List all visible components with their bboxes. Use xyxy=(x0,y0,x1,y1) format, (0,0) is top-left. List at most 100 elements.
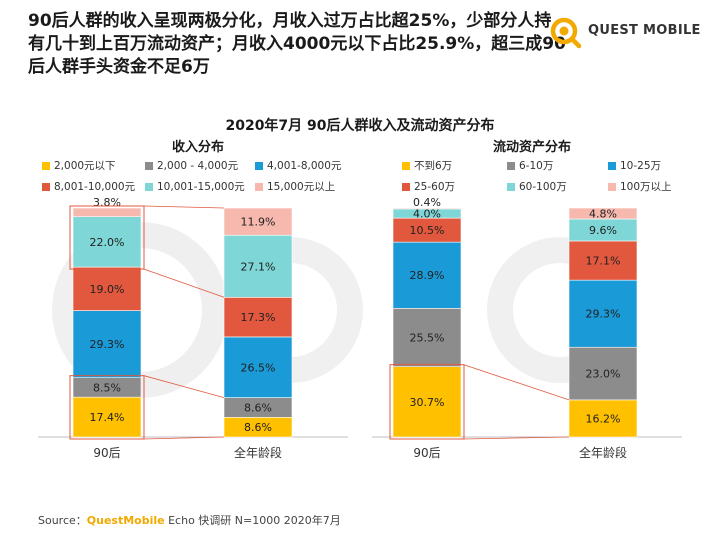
chart-title: 2020年7月 90后人群收入及流动资产分布 xyxy=(225,118,495,134)
data-label: 28.9% xyxy=(410,269,445,282)
source-prefix: Source： xyxy=(38,514,87,527)
bar-segment xyxy=(72,216,142,268)
bar-segment xyxy=(392,308,462,367)
legend-label: 4,001-8,000元 xyxy=(267,160,342,172)
data-label: 9.6% xyxy=(589,224,617,237)
data-label: 0.4% xyxy=(413,196,441,209)
legend-swatch xyxy=(255,161,263,170)
legend-item: 4,001-8,000元 xyxy=(255,158,341,173)
highlight-connector xyxy=(143,375,225,398)
legend-swatch xyxy=(402,161,410,170)
legend-item: 2,000元以下 xyxy=(42,158,116,173)
legend-swatch xyxy=(507,182,515,191)
category-label: 全年龄段 xyxy=(579,445,627,460)
data-label: 17.3% xyxy=(241,311,276,324)
category-label: 全年龄段 xyxy=(234,445,282,460)
bar-segment xyxy=(392,241,462,309)
legend-swatch xyxy=(42,182,50,191)
legend-swatch xyxy=(42,161,50,170)
legend-label: 10,001-15,000元 xyxy=(157,181,245,193)
data-label: 27.1% xyxy=(241,260,276,273)
legend-item: 10-25万 xyxy=(608,158,661,173)
bar-segment xyxy=(72,310,142,378)
bar-segment xyxy=(72,266,142,311)
assets-chart-title: 流动资产分布 xyxy=(492,140,571,155)
legend-swatch xyxy=(145,161,153,170)
legend-swatch xyxy=(507,161,515,170)
data-label: 8.5% xyxy=(93,381,121,394)
bar-segment xyxy=(568,279,638,348)
legend-label: 2,000 - 4,000元 xyxy=(157,160,239,172)
legend-label: 10-25万 xyxy=(620,160,662,172)
legend-label: 15,000元以上 xyxy=(267,181,336,193)
legend-item: 15,000元以上 xyxy=(255,179,335,194)
data-label: 30.7% xyxy=(410,396,445,409)
questmobile-logo: QUEST MOBILE xyxy=(548,14,708,50)
legend-label: 6-10万 xyxy=(519,160,554,172)
legend-label: 25-60万 xyxy=(414,181,456,193)
legend-item: 8,001-10,000元 xyxy=(42,179,135,194)
data-label: 3.8% xyxy=(93,196,121,209)
legend-item: 不到6万 xyxy=(402,158,452,173)
bar-segment xyxy=(223,207,293,236)
data-label: 10.5% xyxy=(410,224,445,237)
source-note: Source：QuestMobile Echo 快调研 N=1000 2020年… xyxy=(38,512,341,528)
data-label: 4.8% xyxy=(589,207,617,220)
source-brand: QuestMobile xyxy=(86,514,165,527)
data-label: 26.5% xyxy=(241,361,276,374)
source-text: Echo 快调研 N=1000 2020年7月 xyxy=(164,514,341,527)
data-label: 11.9% xyxy=(241,216,276,229)
highlight-connector xyxy=(463,436,570,440)
highlight-box xyxy=(389,364,465,440)
legend-swatch xyxy=(608,182,616,191)
bar-segment xyxy=(568,346,638,401)
assets-chart: 流动资产分布 不到6万 6-10万 10-25万 25-60万 60-100万 100万以… xyxy=(372,128,692,468)
bar-segment xyxy=(568,240,638,281)
bar-segment xyxy=(392,207,462,210)
legend-label: 8,001-10,000元 xyxy=(54,181,136,193)
data-label: 8.6% xyxy=(244,401,272,414)
category-label: 90后 xyxy=(93,446,120,460)
legend-label: 60-100万 xyxy=(519,181,567,193)
data-label: 19.0% xyxy=(90,283,125,296)
legend-item: 100万以上 xyxy=(608,179,672,194)
data-label: 4.0% xyxy=(413,207,441,220)
data-label: 17.1% xyxy=(586,255,621,268)
assets-plot: 30.7% 25.5% 28.9% 10.5% 4.0%0.4% 90后 16.2% 23.0… xyxy=(372,196,682,460)
legend-swatch xyxy=(145,182,153,191)
data-label: 25.5% xyxy=(410,331,445,344)
logo-mark-icon xyxy=(550,17,582,49)
legend-item: 6-10万 xyxy=(507,158,553,173)
logo-text: QUEST MOBILE xyxy=(588,23,701,38)
highlight-connector xyxy=(143,205,225,209)
highlight-connector xyxy=(143,268,225,298)
income-plot: 17.4% 8.5% 29.3% 19.0% 22.0% 3.8% 90后 8.6% 8.6% 2… xyxy=(38,196,348,460)
legend-label: 2,000元以下 xyxy=(54,160,116,172)
bar-segment xyxy=(568,399,638,438)
data-label: 22.0% xyxy=(90,236,125,249)
legend-swatch xyxy=(608,161,616,170)
data-label: 23.0% xyxy=(586,368,621,381)
bar-segment xyxy=(72,207,142,218)
legend-swatch xyxy=(255,182,263,191)
bar-segment xyxy=(72,396,142,438)
legend-item: 25-60万 xyxy=(402,179,455,194)
legend-item: 2,000 - 4,000元 xyxy=(145,158,238,173)
legend-label: 不到6万 xyxy=(414,160,453,172)
income-chart-title: 收入分布 xyxy=(171,140,224,155)
data-label: 8.6% xyxy=(244,421,272,434)
bar-segment xyxy=(568,207,638,220)
legend-label: 100万以上 xyxy=(620,181,672,193)
data-label: 29.3% xyxy=(90,338,125,351)
data-label: 16.2% xyxy=(586,412,621,425)
category-label: 90后 xyxy=(413,446,440,460)
data-label: 17.4% xyxy=(90,411,125,424)
bar-segment xyxy=(223,336,293,398)
data-label: 29.3% xyxy=(586,308,621,321)
income-chart: 收入分布 2,000元以下 2,000 - 4,000元 4,001-8,000元 8… xyxy=(38,128,358,468)
bar-segment xyxy=(223,234,293,298)
legend-item: 60-100万 xyxy=(507,179,567,194)
highlight-box xyxy=(69,205,145,270)
headline: 90后人群的收入呈现两极分化，月收入过万占比超25%，少部分人持有几十到上百万流… xyxy=(28,11,566,77)
legend-item: 10,001-15,000元 xyxy=(145,179,245,194)
